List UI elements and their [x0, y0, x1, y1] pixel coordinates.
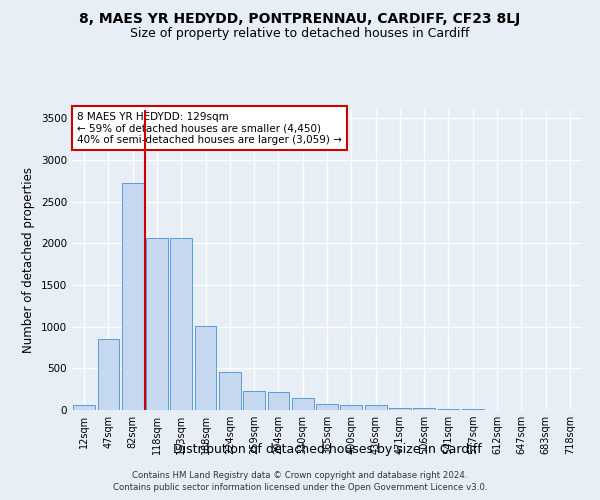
Text: Size of property relative to detached houses in Cardiff: Size of property relative to detached ho…: [130, 28, 470, 40]
Bar: [340, 406, 362, 410]
Bar: [292, 398, 314, 410]
Bar: [194, 326, 217, 410]
Bar: [73, 404, 95, 410]
Text: Contains public sector information licensed under the Open Government Licence v3: Contains public sector information licen…: [113, 484, 487, 492]
Bar: [146, 238, 168, 410]
Bar: [413, 408, 435, 410]
Text: 8, MAES YR HEDYDD, PONTPRENNAU, CARDIFF, CF23 8LJ: 8, MAES YR HEDYDD, PONTPRENNAU, CARDIFF,…: [79, 12, 521, 26]
Bar: [462, 409, 484, 410]
Text: Contains HM Land Registry data © Crown copyright and database right 2024.: Contains HM Land Registry data © Crown c…: [132, 471, 468, 480]
Bar: [97, 339, 119, 410]
Text: 8 MAES YR HEDYDD: 129sqm
← 59% of detached houses are smaller (4,450)
40% of sem: 8 MAES YR HEDYDD: 129sqm ← 59% of detach…: [77, 112, 342, 144]
Bar: [243, 391, 265, 410]
Y-axis label: Number of detached properties: Number of detached properties: [22, 167, 35, 353]
Text: Distribution of detached houses by size in Cardiff: Distribution of detached houses by size …: [173, 442, 481, 456]
Bar: [437, 409, 460, 410]
Bar: [389, 408, 411, 410]
Bar: [219, 372, 241, 410]
Bar: [365, 406, 386, 410]
Bar: [170, 238, 192, 410]
Bar: [268, 392, 289, 410]
Bar: [316, 404, 338, 410]
Bar: [122, 182, 143, 410]
